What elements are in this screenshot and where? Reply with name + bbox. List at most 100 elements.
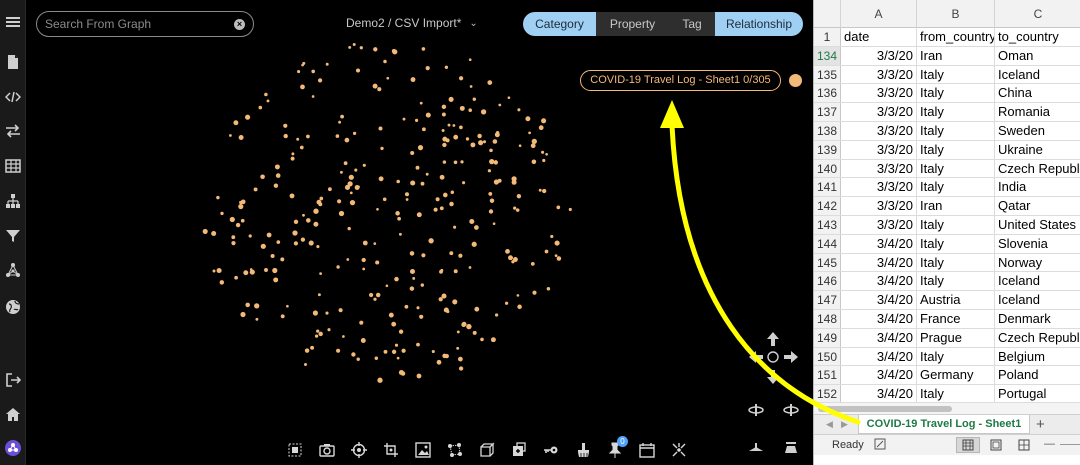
graph-node[interactable]	[453, 160, 458, 165]
camera-icon[interactable]	[317, 440, 337, 460]
graph-node[interactable]	[313, 208, 319, 214]
image-icon[interactable]	[413, 440, 433, 460]
graph-node[interactable]	[216, 267, 222, 274]
graph-node[interactable]	[405, 198, 409, 201]
graph-node[interactable]	[409, 251, 415, 256]
graph-node[interactable]	[460, 160, 464, 164]
graph-node[interactable]	[239, 200, 243, 205]
cell[interactable]: Norway	[998, 254, 1043, 270]
tab-property[interactable]: Property	[609, 17, 656, 31]
zoom-out-button[interactable]: —	[1044, 438, 1055, 450]
graph-node[interactable]	[492, 222, 496, 226]
graph-node[interactable]	[472, 330, 477, 335]
graph-node[interactable]	[270, 253, 275, 259]
graph-node[interactable]	[545, 152, 548, 156]
graph-node[interactable]	[442, 142, 447, 148]
table-row[interactable]: 136 3/3/20 Italy China	[814, 84, 1080, 104]
page-break-view-icon[interactable]	[1012, 437, 1036, 453]
graph-node[interactable]	[219, 280, 225, 285]
prev-sheet-icon[interactable]: ◀	[826, 419, 833, 429]
graph-node[interactable]	[441, 104, 447, 110]
row-number[interactable]: 152	[814, 385, 841, 403]
cell[interactable]: United States of	[998, 217, 1080, 232]
graph-node[interactable]	[231, 241, 236, 246]
brush-icon[interactable]	[573, 440, 593, 460]
graph-node[interactable]	[391, 321, 397, 327]
graph-node[interactable]	[436, 359, 442, 365]
graph-node[interactable]	[416, 306, 420, 310]
cell[interactable]: Italy	[917, 159, 995, 178]
cell[interactable]: Prague	[917, 328, 995, 347]
graph-node[interactable]	[312, 310, 318, 316]
logout-icon[interactable]	[3, 370, 23, 390]
graph-node[interactable]	[319, 272, 322, 275]
table-row[interactable]: 150 3/4/20 Italy Belgium	[814, 347, 1080, 367]
graph-node[interactable]	[444, 353, 449, 359]
graph-node[interactable]	[398, 329, 404, 334]
table-row[interactable]: 146 3/4/20 Italy Iceland	[814, 272, 1080, 292]
graph-node[interactable]	[410, 77, 416, 83]
graph-node[interactable]	[470, 142, 476, 148]
graph-node[interactable]	[488, 191, 493, 196]
graph-node[interactable]	[311, 95, 315, 98]
graph-node[interactable]	[466, 323, 472, 330]
graph-node[interactable]	[490, 337, 496, 343]
table-row[interactable]: 134 3/3/20 Iran Oman	[814, 46, 1080, 66]
graph-node[interactable]	[373, 47, 378, 52]
graph-node[interactable]	[397, 216, 401, 221]
graph-node[interactable]	[264, 92, 268, 97]
cell[interactable]: Italy	[917, 253, 995, 272]
graph-node[interactable]	[421, 127, 426, 132]
tab-tag[interactable]: Tag	[682, 17, 702, 31]
cell[interactable]: 3/4/20	[841, 385, 917, 403]
rotate-left-icon[interactable]	[747, 401, 765, 419]
arrow-right-icon[interactable]	[782, 348, 800, 366]
graph-node[interactable]	[538, 125, 544, 131]
graph-node[interactable]	[347, 226, 351, 231]
select-box-icon[interactable]	[285, 440, 305, 460]
graph-node[interactable]	[352, 131, 357, 136]
graph-node[interactable]	[318, 331, 323, 337]
graph-node[interactable]	[275, 173, 281, 178]
graph-node[interactable]	[416, 342, 420, 347]
graph-node[interactable]	[290, 156, 295, 161]
graph-search[interactable]: ×	[36, 11, 254, 37]
cell[interactable]: Italy	[917, 103, 995, 121]
table-row[interactable]: 140 3/3/20 Italy Czech Republic	[814, 159, 1080, 179]
graph-node[interactable]	[338, 210, 345, 217]
cell[interactable]: 3/4/20	[841, 272, 917, 291]
tab-category[interactable]: Category	[523, 12, 596, 36]
graph-node[interactable]	[310, 345, 315, 350]
row-number[interactable]: 151	[814, 366, 841, 385]
graph-node[interactable]	[378, 176, 384, 182]
graph-node[interactable]	[462, 181, 466, 185]
cell[interactable]: 3/4/20	[841, 234, 917, 253]
key-icon[interactable]	[541, 440, 561, 460]
graph-node[interactable]	[361, 257, 366, 263]
graph-node[interactable]	[401, 348, 406, 353]
graph-node[interactable]	[530, 143, 536, 149]
graph-node[interactable]	[305, 218, 311, 223]
row-number[interactable]: 149	[814, 328, 841, 347]
graph-node[interactable]	[410, 150, 415, 156]
graph-node[interactable]	[546, 287, 551, 291]
graph-node[interactable]	[452, 299, 458, 305]
rotate-right-icon[interactable]	[782, 401, 800, 419]
graph-node[interactable]	[433, 207, 438, 212]
table-row[interactable]: 142 3/3/20 Iran Qatar	[814, 197, 1080, 216]
graph-node[interactable]	[391, 49, 396, 54]
file-icon[interactable]	[3, 52, 23, 72]
graph-node[interactable]	[299, 145, 304, 150]
cell[interactable]: Iran	[917, 197, 995, 215]
graph-node[interactable]	[231, 235, 236, 240]
graph-node[interactable]	[542, 158, 546, 163]
row-number[interactable]: 147	[814, 291, 841, 309]
graph-node[interactable]	[459, 125, 463, 130]
graph-node[interactable]	[439, 206, 444, 211]
graph-node[interactable]	[274, 164, 280, 170]
graph-node[interactable]	[441, 112, 446, 117]
graph-node[interactable]	[507, 96, 511, 100]
row-number[interactable]: 144	[814, 234, 841, 253]
cell[interactable]: from_country	[917, 28, 995, 46]
graph-node[interactable]	[316, 199, 322, 205]
